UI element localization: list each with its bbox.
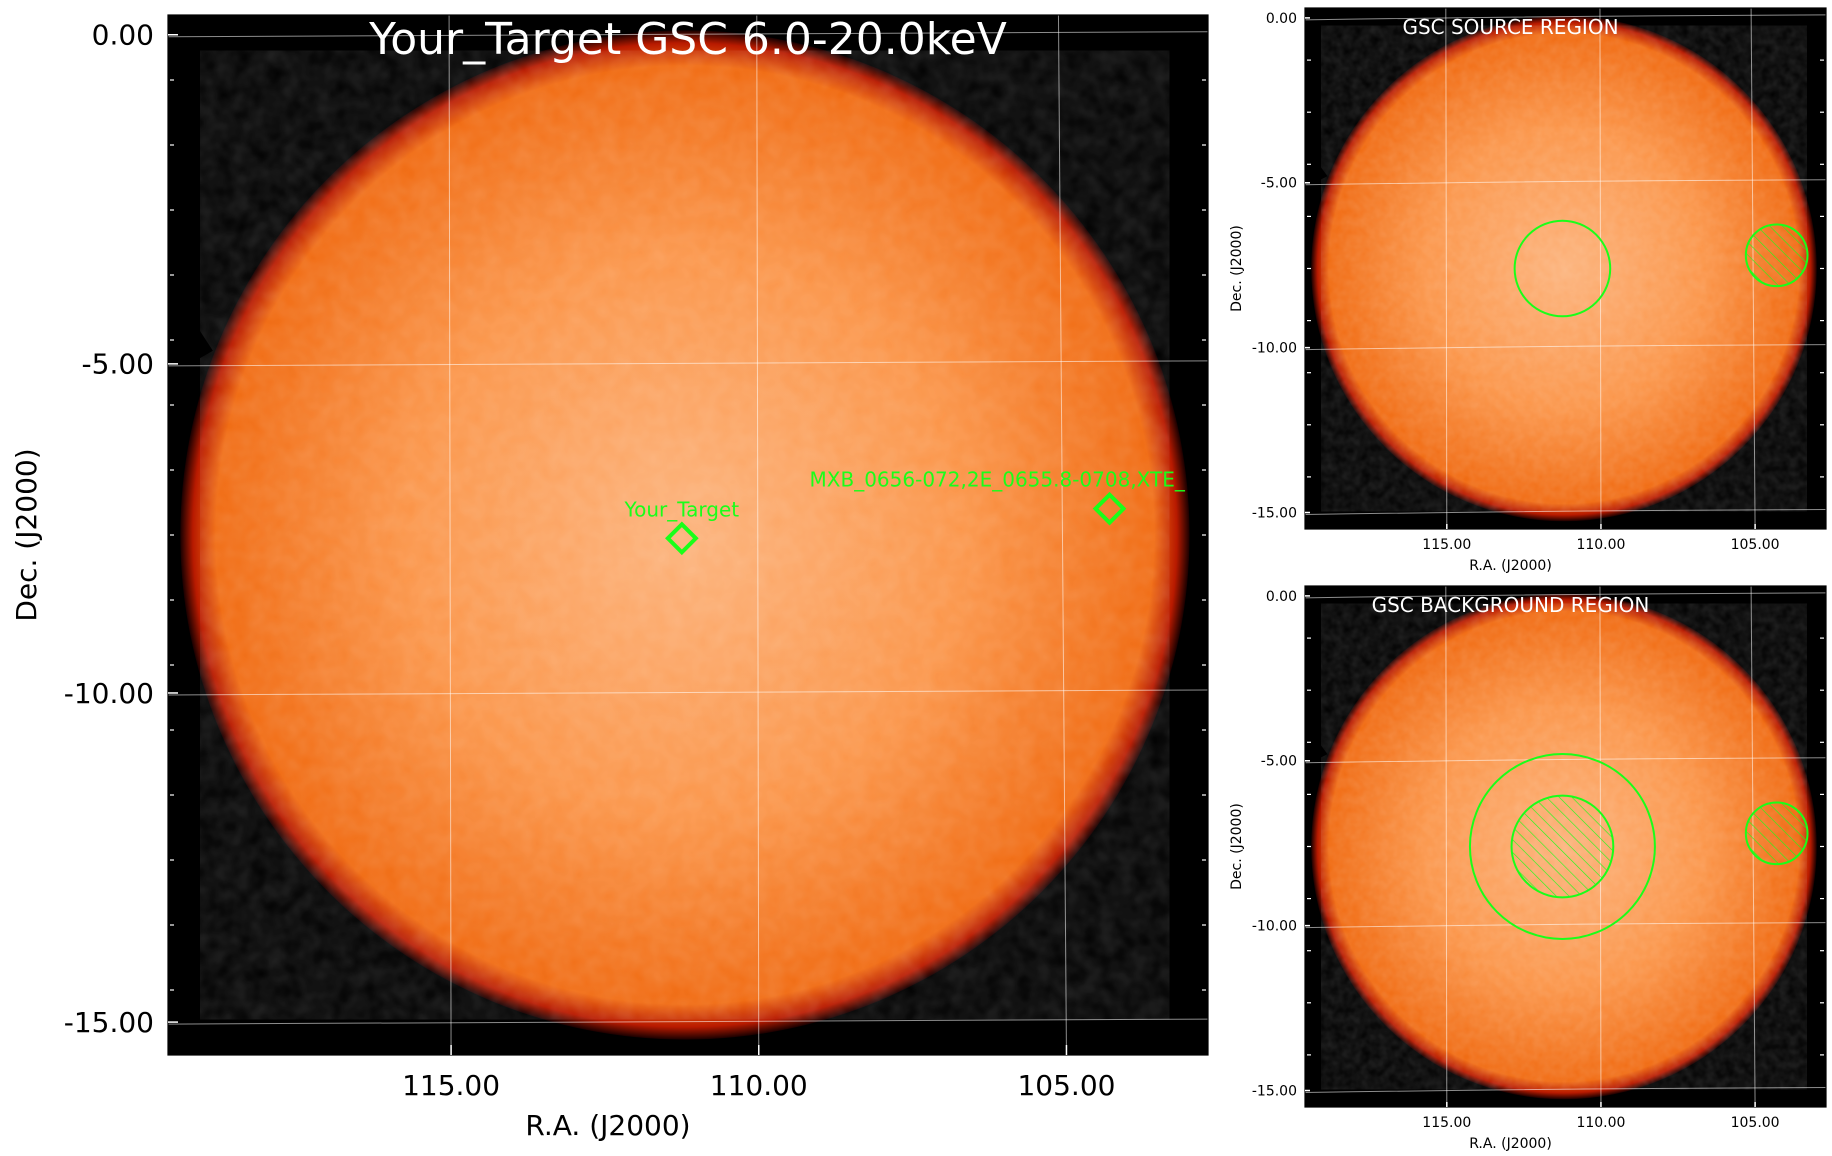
grid-line-ra <box>1599 8 1602 529</box>
excluded-circle-region <box>1744 801 1809 866</box>
y-tick-label: 0.00 <box>92 19 154 52</box>
grid-line-dec <box>1305 179 1826 186</box>
y-axis-label: Dec. (J2000) <box>1229 225 1245 312</box>
grid-line-ra <box>756 15 760 1055</box>
plot-frame <box>1304 585 1827 1108</box>
chart-title: GSC SOURCE REGION <box>1402 15 1618 39</box>
detector-edge-notch <box>1310 153 1328 185</box>
y-tick-label: 0.00 <box>1266 589 1297 605</box>
plot-area <box>1305 586 1826 1107</box>
y-tick-label: -15.00 <box>1252 1083 1297 1099</box>
photon-count-texture <box>1321 25 1807 512</box>
chart-title: Your_Target GSC 6.0-20.0keV <box>368 14 1007 65</box>
y-tick-label: -10.00 <box>64 677 154 710</box>
x-axis-label: R.A. (J2000) <box>525 1109 690 1142</box>
y-tick-label: -5.00 <box>82 348 154 381</box>
grid-line-dec <box>1305 922 1826 929</box>
grid-line-ra <box>1445 586 1448 1107</box>
y-tick-label: 0.00 <box>1266 11 1297 27</box>
grid-line-dec <box>1305 592 1826 599</box>
x-axis-label: R.A. (J2000) <box>1469 558 1552 574</box>
grid-line-ra <box>448 15 452 1055</box>
x-tick-label: 115.00 <box>402 1069 500 1102</box>
x-tick-label: 115.00 <box>1422 1115 1471 1131</box>
x-axis-label: R.A. (J2000) <box>1469 1136 1552 1152</box>
y-axis-label: Dec. (J2000) <box>10 448 43 621</box>
y-axis-label: Dec. (J2000) <box>1229 803 1245 890</box>
x-tick-label: 110.00 <box>1576 1115 1625 1131</box>
source-region-map: 0.00 -5.00 -10.00 -15.00 115.00 110.00 105.00 R… <box>1229 7 1827 574</box>
grid-line-dec <box>1305 14 1826 21</box>
source-marker-diamond <box>665 521 699 556</box>
source-marker-label: MXB_0656-072,2E_0655.8-0708,XTE_ <box>810 468 1186 492</box>
source-circle-region <box>1513 219 1612 318</box>
grid-line-dec <box>1305 1087 1826 1094</box>
main-sky-map-panel: 0.00 -5.00 -10.00 -15.00 115.00 110.00 105.00 R… <box>10 14 1209 1142</box>
photon-count-texture <box>200 50 1170 1020</box>
excluded-circle-region <box>1744 223 1809 288</box>
y-tick-label: -5.00 <box>1261 176 1297 192</box>
main-sky-map: 0.00 -5.00 -10.00 -15.00 115.00 110.00 105.00 R… <box>10 14 1209 1142</box>
source-region-panel: 0.00 -5.00 -10.00 -15.00 115.00 110.00 105.00 R… <box>1225 0 1832 578</box>
x-tick-label: 110.00 <box>1576 537 1625 553</box>
x-tick-label: 105.00 <box>1731 537 1780 553</box>
y-tick-label: -5.00 <box>1261 754 1297 770</box>
detector-edge-notch <box>1310 731 1328 763</box>
plot-area <box>168 15 1208 1055</box>
y-tick-label: -10.00 <box>1252 341 1297 357</box>
grid-line-ra <box>1057 15 1067 1055</box>
excluded-source-circle-region <box>1510 794 1615 899</box>
x-tick-label: 110.00 <box>710 1069 808 1102</box>
grid-line-ra <box>1445 8 1448 529</box>
background-region-panel: 0.00 -5.00 -10.00 -15.00 115.00 110.00 105.00 R… <box>1225 578 1832 1156</box>
y-tick-label: -10.00 <box>1252 919 1297 935</box>
background-annulus-outer-region <box>1468 753 1656 940</box>
source-marker-label: Your_Target <box>624 497 740 521</box>
source-marker-diamond <box>1092 491 1127 526</box>
plot-frame <box>167 14 1209 1056</box>
x-tick-label: 105.00 <box>1017 1069 1115 1102</box>
grid-line-dec <box>1305 757 1826 764</box>
coordinate-grid <box>1305 8 1826 529</box>
detector-edge-notch <box>183 306 213 368</box>
grid-line-dec <box>1305 509 1826 516</box>
x-tick-label: 115.00 <box>1422 537 1471 553</box>
x-tick-label: 105.00 <box>1731 1115 1780 1131</box>
y-tick-label: -15.00 <box>1252 505 1297 521</box>
grid-line-dec <box>1305 344 1826 351</box>
y-tick-label: -15.00 <box>64 1006 154 1039</box>
chart-title: GSC BACKGROUND REGION <box>1372 593 1650 617</box>
background-region-map: 0.00 -5.00 -10.00 -15.00 115.00 110.00 105.00 R… <box>1229 585 1827 1152</box>
plot-frame <box>1304 7 1827 530</box>
plot-area <box>1305 8 1826 529</box>
